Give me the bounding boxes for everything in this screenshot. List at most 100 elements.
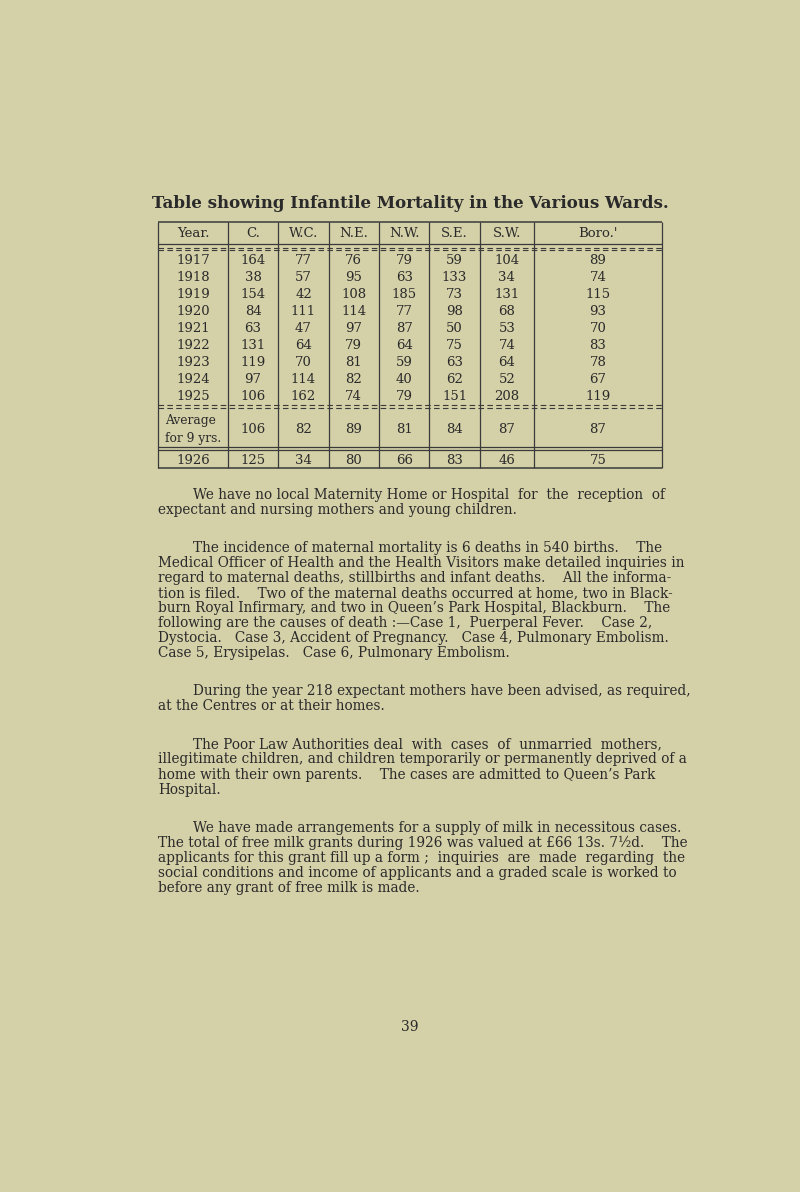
Text: 34: 34: [295, 454, 312, 467]
Text: 79: 79: [396, 254, 413, 267]
Text: We have no local Maternity Home or Hospital  for  the  reception  of: We have no local Maternity Home or Hospi…: [158, 488, 665, 502]
Text: Dystocia.   Case 3, Accident of Pregnancy.   Case 4, Pulmonary Embolism.: Dystocia. Case 3, Accident of Pregnancy.…: [158, 632, 669, 645]
Text: 74: 74: [346, 390, 362, 403]
Text: 64: 64: [396, 339, 413, 352]
Text: burn Royal Infirmary, and two in Queen’s Park Hospital, Blackburn.    The: burn Royal Infirmary, and two in Queen’s…: [158, 601, 670, 615]
Text: tion is filed.    Two of the maternal deaths occurred at home, two in Black-: tion is filed. Two of the maternal death…: [158, 586, 673, 601]
Text: 82: 82: [346, 373, 362, 386]
Text: 1919: 1919: [176, 287, 210, 300]
Text: 104: 104: [494, 254, 519, 267]
Text: 87: 87: [498, 423, 515, 436]
Text: 131: 131: [494, 287, 519, 300]
Text: 87: 87: [590, 423, 606, 436]
Text: 97: 97: [245, 373, 262, 386]
Text: The total of free milk grants during 1926 was valued at £66 13s. 7½d.    The: The total of free milk grants during 192…: [158, 836, 688, 850]
Text: 106: 106: [241, 423, 266, 436]
Text: 63: 63: [446, 355, 463, 368]
Text: The Poor Law Authorities deal  with  cases  of  unmarried  mothers,: The Poor Law Authorities deal with cases…: [158, 738, 662, 751]
Text: 83: 83: [446, 454, 463, 467]
Text: 50: 50: [446, 322, 463, 335]
Text: 208: 208: [494, 390, 519, 403]
Text: 95: 95: [346, 271, 362, 284]
Text: following are the causes of death :—Case 1,  Puerperal Fever.    Case 2,: following are the causes of death :—Case…: [158, 616, 652, 631]
Text: 81: 81: [346, 355, 362, 368]
Text: 42: 42: [295, 287, 312, 300]
Text: 131: 131: [241, 339, 266, 352]
Text: The incidence of maternal mortality is 6 deaths in 540 births.    The: The incidence of maternal mortality is 6…: [158, 541, 662, 555]
Text: 47: 47: [295, 322, 312, 335]
Text: 64: 64: [295, 339, 312, 352]
Text: 67: 67: [590, 373, 606, 386]
Text: 64: 64: [498, 355, 515, 368]
Text: 63: 63: [396, 271, 413, 284]
Text: 84: 84: [245, 305, 262, 318]
Text: 75: 75: [446, 339, 463, 352]
Text: social conditions and income of applicants and a graded scale is worked to: social conditions and income of applican…: [158, 865, 677, 880]
Text: 115: 115: [586, 287, 610, 300]
Text: 106: 106: [241, 390, 266, 403]
Text: 108: 108: [342, 287, 366, 300]
Text: 63: 63: [245, 322, 262, 335]
Text: 97: 97: [346, 322, 362, 335]
Text: 70: 70: [295, 355, 312, 368]
Text: 185: 185: [392, 287, 417, 300]
Text: 162: 162: [291, 390, 316, 403]
Text: 53: 53: [498, 322, 515, 335]
Text: 59: 59: [396, 355, 413, 368]
Text: illegitimate children, and children temporarily or permanently deprived of a: illegitimate children, and children temp…: [158, 752, 687, 766]
Text: 73: 73: [446, 287, 463, 300]
Text: 119: 119: [586, 390, 610, 403]
Text: S.W.: S.W.: [493, 226, 521, 240]
Text: 77: 77: [396, 305, 413, 318]
Text: 1920: 1920: [176, 305, 210, 318]
Text: 59: 59: [446, 254, 463, 267]
Text: Average
for 9 yrs.: Average for 9 yrs.: [165, 415, 221, 446]
Text: 39: 39: [402, 1020, 418, 1033]
Text: 133: 133: [442, 271, 467, 284]
Text: 114: 114: [342, 305, 366, 318]
Text: applicants for this grant fill up a form ;  inquiries  are  made  regarding  the: applicants for this grant fill up a form…: [158, 851, 686, 864]
Text: 76: 76: [346, 254, 362, 267]
Text: 164: 164: [241, 254, 266, 267]
Text: 93: 93: [590, 305, 606, 318]
Text: 111: 111: [291, 305, 316, 318]
Text: Table showing Infantile Mortality in the Various Wards.: Table showing Infantile Mortality in the…: [152, 195, 668, 212]
Text: 82: 82: [295, 423, 312, 436]
Text: 74: 74: [590, 271, 606, 284]
Text: W.C.: W.C.: [289, 226, 318, 240]
Text: before any grant of free milk is made.: before any grant of free milk is made.: [158, 881, 420, 895]
Text: 57: 57: [295, 271, 312, 284]
Text: 1926: 1926: [176, 454, 210, 467]
Text: 68: 68: [498, 305, 515, 318]
Text: 154: 154: [241, 287, 266, 300]
Text: 125: 125: [241, 454, 266, 467]
Text: 89: 89: [590, 254, 606, 267]
Text: 1923: 1923: [176, 355, 210, 368]
Text: 1921: 1921: [176, 322, 210, 335]
Text: 79: 79: [396, 390, 413, 403]
Text: 114: 114: [291, 373, 316, 386]
Text: at the Centres or at their homes.: at the Centres or at their homes.: [158, 700, 385, 713]
Text: 75: 75: [590, 454, 606, 467]
Text: Case 5, Erysipelas.   Case 6, Pulmonary Embolism.: Case 5, Erysipelas. Case 6, Pulmonary Em…: [158, 646, 510, 660]
Text: 77: 77: [295, 254, 312, 267]
Text: 34: 34: [498, 271, 515, 284]
Text: 62: 62: [446, 373, 463, 386]
Text: 1925: 1925: [176, 390, 210, 403]
Text: 89: 89: [346, 423, 362, 436]
Text: We have made arrangements for a supply of milk in necessitous cases.: We have made arrangements for a supply o…: [158, 820, 682, 834]
Text: C.: C.: [246, 226, 260, 240]
Text: 46: 46: [498, 454, 515, 467]
Text: 70: 70: [590, 322, 606, 335]
Text: Hospital.: Hospital.: [158, 782, 221, 796]
Text: 1924: 1924: [176, 373, 210, 386]
Text: 84: 84: [446, 423, 463, 436]
Text: 79: 79: [346, 339, 362, 352]
Text: 74: 74: [498, 339, 515, 352]
Text: expectant and nursing mothers and young children.: expectant and nursing mothers and young …: [158, 503, 517, 517]
Text: 1917: 1917: [176, 254, 210, 267]
Text: regard to maternal deaths, stillbirths and infant deaths.    All the informa-: regard to maternal deaths, stillbirths a…: [158, 571, 671, 585]
Text: N.E.: N.E.: [339, 226, 368, 240]
Text: 87: 87: [396, 322, 413, 335]
Text: S.E.: S.E.: [441, 226, 468, 240]
